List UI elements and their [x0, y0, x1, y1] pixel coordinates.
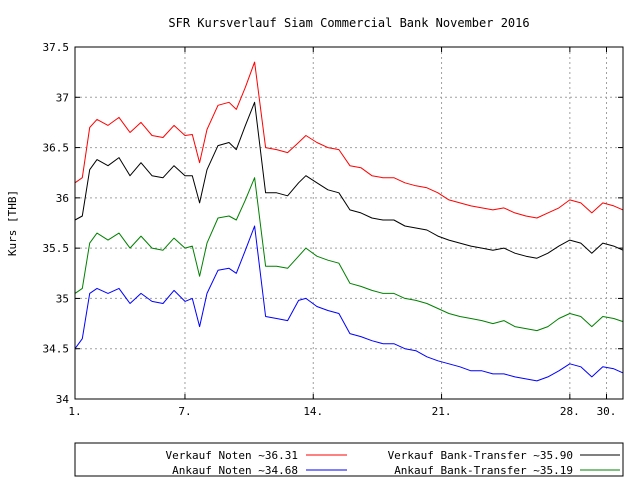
legend-label: Ankauf Noten ~34.68	[172, 464, 298, 477]
series-line-1	[74, 225, 624, 382]
y-tick-label: 34	[56, 393, 70, 406]
legend-label: Ankauf Bank-Transfer ~35.19	[394, 464, 573, 477]
axis-ticks: 34 34.5 35 35.5 36 36.5 37 37.5 1. 7. 14. 21. 28. 30.	[43, 41, 623, 418]
y-tick-label: 34.5	[43, 343, 70, 356]
x-tick-label: 28.	[560, 405, 580, 418]
legend-label: Verkauf Noten ~36.31	[166, 449, 298, 462]
x-tick-label: 1.	[68, 405, 81, 418]
x-tick-label: 7.	[178, 405, 191, 418]
y-tick-label: 36.5	[43, 142, 70, 155]
chart-title: SFR Kursverlauf Siam Commercial Bank Nov…	[168, 16, 529, 30]
legend-box	[74, 442, 624, 477]
x-tick-label: 21.	[432, 405, 452, 418]
series-line-0	[74, 61, 624, 219]
plot-frame	[74, 46, 624, 400]
series-line-2	[74, 101, 624, 259]
series-lines	[74, 61, 624, 382]
y-axis-label: Kurs [THB]	[6, 190, 19, 256]
legend: Verkauf Noten ~36.31 Ankauf Noten ~34.68 V…	[74, 442, 624, 477]
legend-label: Verkauf Bank-Transfer ~35.90	[388, 449, 573, 462]
x-tick-label: 14.	[303, 405, 323, 418]
y-tick-label: 35.5	[43, 242, 70, 255]
series-line-3	[74, 177, 624, 332]
grid-lines	[75, 47, 623, 399]
x-tick-label: 30.	[597, 405, 617, 418]
y-tick-label: 37	[56, 91, 69, 104]
y-tick-label: 37.5	[43, 41, 70, 54]
y-tick-label: 36	[56, 192, 69, 205]
y-tick-label: 35	[56, 292, 69, 305]
